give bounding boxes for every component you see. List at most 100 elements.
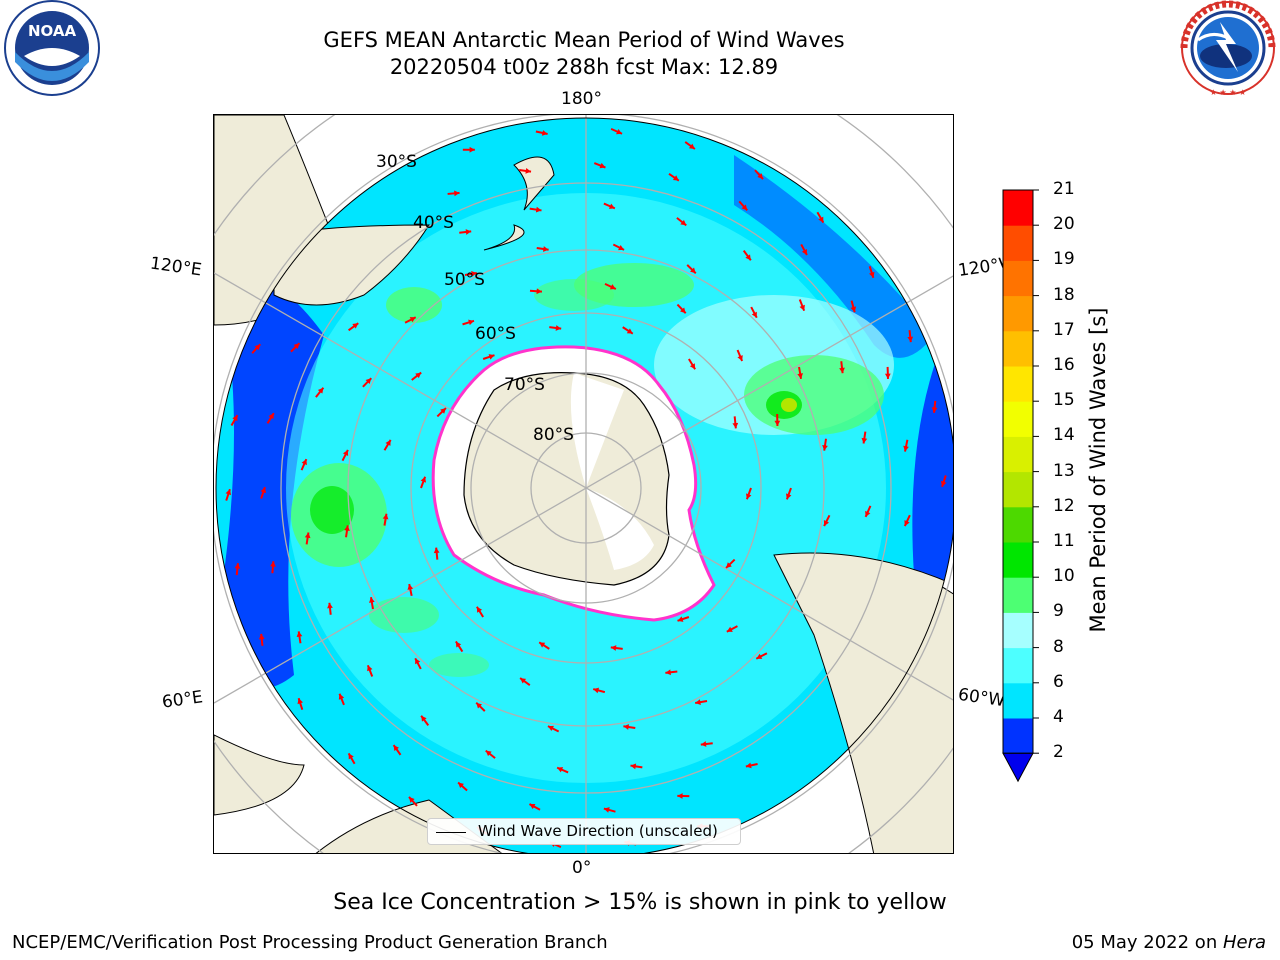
colorbar-segment [1003, 330, 1033, 367]
colorbar-segment [1003, 401, 1033, 437]
wind-arrow-head [270, 561, 276, 567]
wind-arrow-head [541, 130, 548, 136]
wind-arrow-head [536, 288, 542, 295]
wind-arrow-head [599, 162, 606, 169]
wind-arrow-head [603, 807, 610, 813]
wind-arrow-head [861, 437, 868, 444]
wind-arrow-head [304, 532, 311, 539]
wind-arrow-head [745, 254, 751, 261]
wind-arrow-head [407, 584, 414, 590]
wind-arrow-head [822, 444, 828, 451]
wind-arrow-head [818, 216, 824, 223]
colorbar-segment [1003, 647, 1033, 684]
wind-arrow-head [869, 271, 875, 278]
lat-label-70s: 70°S [504, 375, 545, 395]
wind-arrow-head [317, 387, 324, 394]
wind-arrow-head [529, 804, 536, 810]
wind-arrow-head [327, 602, 333, 609]
wind-arrow-head [433, 547, 440, 554]
footer-date-text: 05 May 2022 on [1071, 932, 1223, 953]
wind-arrow-head [745, 762, 752, 769]
colorbar [1002, 189, 1039, 783]
wind-arrow-head [630, 763, 637, 770]
wind-arrow-head [232, 415, 238, 422]
wind-arrow-head [542, 246, 549, 252]
footer-credit: NCEP/EMC/Verification Post Processing Pr… [12, 932, 608, 953]
wind-arrow-head [539, 642, 546, 648]
wind-arrow-head [904, 520, 910, 527]
wind-arrow-head [610, 645, 617, 651]
wind-arrow-head [884, 373, 891, 379]
wind-arrow-head [732, 422, 739, 429]
wind-arrow-head [751, 311, 757, 318]
wind-arrow-head [547, 725, 554, 732]
wind-arrow-head [409, 317, 416, 323]
colorbar-segment [1003, 542, 1033, 578]
wind-arrow-head [382, 513, 389, 520]
map-legend: Wind Wave Direction (unscaled) [427, 818, 741, 845]
colorbar-segment [1003, 612, 1033, 649]
wind-arrow-head [393, 745, 400, 752]
footer-date: 05 May 2022 on Hera [1072, 932, 1266, 953]
wind-arrow-head [756, 653, 763, 659]
wind-arrow-head [535, 206, 542, 213]
graticule [214, 115, 953, 853]
colorbar-segment [1003, 471, 1033, 508]
wind-arrow-head [465, 229, 472, 235]
wind-arrow-head [348, 753, 354, 760]
colorbar-tick-label: 21 [1053, 179, 1075, 199]
wind-arrow-head [677, 793, 683, 799]
chart-subtitle: 20220504 t00z 288h fcst Max: 12.89 [389, 55, 779, 79]
colorbar-segment [1003, 577, 1033, 613]
wind-arrow-head [469, 146, 475, 153]
colorbar-tick-label: 2 [1053, 742, 1064, 763]
wind-arrow-head [468, 319, 475, 326]
colorbar-segment [1003, 682, 1033, 719]
colorbar-tick-label: 10 [1053, 566, 1075, 587]
lon-label-180: 180° [561, 89, 602, 109]
wind-arrow-head [520, 678, 527, 684]
wind-arrow-head [225, 489, 232, 496]
colorbar-tick-label: 11 [1053, 531, 1075, 551]
wind-arrow-head [801, 249, 807, 256]
wind-arrow-head [421, 715, 427, 722]
antarctica [431, 345, 716, 622]
wind-arrow-head [344, 525, 350, 532]
colorbar-segment [1003, 506, 1033, 543]
wind-arrow-head [757, 173, 764, 180]
colorbar-tick-label: 4 [1053, 707, 1064, 727]
wind-arrow-head [907, 336, 914, 343]
lon-label-120e: 120°E [148, 253, 203, 281]
wind-arrow-head [799, 304, 805, 311]
wind-arrow-head [268, 413, 274, 420]
wind-arrow-head [476, 702, 483, 709]
wind-arrow-head [774, 420, 781, 427]
wind-arrow-head [365, 378, 372, 385]
colorbar-tick-label: 19 [1053, 249, 1075, 270]
colorbar-tick-label: 6 [1053, 671, 1064, 692]
colorbar-tick-label: 17 [1053, 319, 1075, 340]
wind-arrow-head [234, 563, 241, 569]
lat-label-60s: 60°S [475, 324, 516, 344]
ocean-field [216, 118, 953, 853]
wind-arrow-head [258, 633, 265, 640]
wind-arrow-head [726, 626, 733, 632]
wind-arrow-head [616, 128, 623, 135]
colorbar-segment [1003, 190, 1033, 226]
wind-arrow-head [903, 445, 909, 452]
map-boundary [215, 117, 953, 853]
wind-arrow-head [408, 796, 415, 803]
wind-arrow-head [700, 741, 707, 747]
wind-arrow-head [677, 616, 684, 622]
legend-line-sample [436, 832, 466, 833]
legend-label: Wind Wave Direction (unscaled) [478, 822, 718, 840]
wind-arrow-head [352, 323, 359, 329]
wind-arrow-head [672, 175, 679, 181]
sea-ice-note: Sea Ice Concentration > 15% is shown in … [333, 890, 947, 915]
nws-logo: ★ ★ ★ ★ [1180, 0, 1276, 97]
wind-arrow-head [297, 698, 303, 705]
lon-label-60e: 60°E [160, 687, 205, 713]
wind-arrow-head [741, 204, 748, 211]
wind-arrow-head [488, 354, 495, 360]
wind-arrow-head [680, 219, 687, 226]
